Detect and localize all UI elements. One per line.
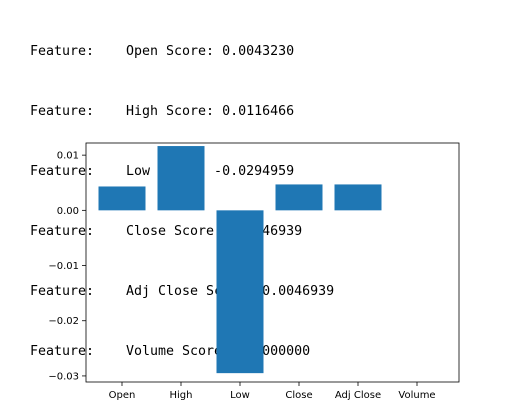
x-tick-label: Open [109,390,136,401]
bar-open [98,186,146,211]
feature-label: Feature: [30,344,95,359]
y-tick-label: −0.01 [48,261,79,272]
feature-score-text: Open Score: 0.0043230 [126,44,295,59]
feature-label: Feature: [30,44,95,59]
feature-label: Feature: [30,224,95,239]
feature-score-text: High Score: 0.0116466 [126,104,295,119]
bar-close [275,184,323,211]
bar-adj-close [334,184,382,211]
bar-low [216,210,264,374]
feature-label: Feature: [30,284,95,299]
x-tick-label: High [170,390,193,401]
y-tick-label: −0.02 [48,316,79,327]
x-tick-label: Close [285,390,312,401]
plot-frame [85,142,460,383]
x-tick-label: Volume [398,390,435,401]
feature-score-printout: Feature: Open Score: 0.0043230 Feature: Hi… [30,2,334,402]
bar-high [157,146,205,211]
x-tick-label: Adj Close [335,390,381,401]
y-tick-label: 0.00 [57,206,79,217]
y-tick-label: 0.01 [57,151,79,162]
output-line: Feature: Open Score: 0.0043230 [30,42,334,62]
x-tick-label: Low [230,390,250,401]
feature-label: Feature: [30,104,95,119]
feature-label: Feature: [30,164,95,179]
y-tick-label: −0.03 [48,371,79,382]
output-line: Feature: High Score: 0.0116466 [30,102,334,122]
